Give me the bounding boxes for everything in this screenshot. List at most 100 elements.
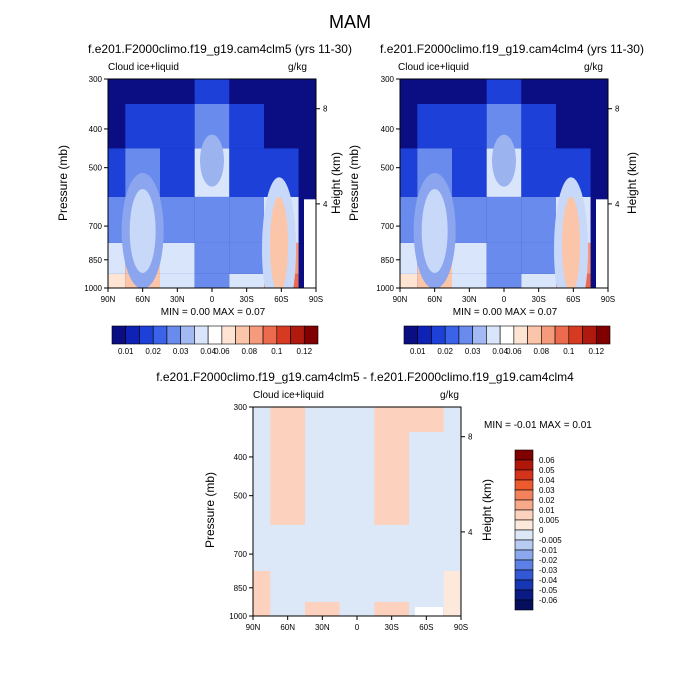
left-cell: [229, 148, 264, 197]
right-cell: [556, 79, 591, 104]
right-colorbar-label: 0.03: [465, 347, 481, 356]
left-colorbar-swatch: [303, 325, 319, 345]
right-cell: [486, 196, 522, 243]
diff-colorbar-swatch: [514, 539, 534, 551]
left-height-tick-label: 4: [323, 200, 328, 209]
diff-xtick-label: 30S: [385, 623, 399, 632]
diff-cell: [253, 524, 271, 571]
left-cell: [194, 79, 230, 104]
diff-colorbar-swatch: [514, 569, 534, 581]
right-cell: [590, 148, 608, 197]
diff-cell: [339, 601, 375, 616]
diff-colorbar-swatch: [514, 599, 534, 611]
right-panel-title: f.e201.F2000climo.f19_g19.cam4clm4 (yrs …: [380, 42, 644, 56]
left-cell: [229, 242, 264, 274]
diff-contour-plot: 1000 850 700 500 400 300 8 4 90N 60N 30N 0 30S 60S 90S: [229, 403, 473, 632]
diff-xtick-label: 60N: [280, 623, 295, 632]
left-cell: [160, 79, 195, 104]
diff-colorbar-swatch: [514, 459, 534, 471]
diff-colorbar-swatch: [514, 529, 534, 541]
right-minmax: MIN = 0.00 MAX = 0.07: [452, 307, 558, 318]
diff-colorbar-label: -0.02: [539, 556, 558, 565]
left-colorbar-label: 0.01: [118, 347, 134, 356]
diff-cell: [374, 431, 409, 477]
diff-cell: [409, 407, 444, 432]
right-cell: [400, 273, 418, 288]
left-colorbar-swatch: [180, 325, 195, 345]
right-colorbar-swatch: [527, 325, 542, 345]
diff-cell: [305, 476, 340, 525]
right-cell: [400, 79, 418, 104]
left-xtick-label: 30N: [170, 295, 185, 304]
right-cell: [400, 148, 418, 197]
left-cell: [229, 79, 264, 104]
left-ytick-label: 300: [89, 75, 103, 84]
diff-cell: [253, 601, 271, 616]
left-cell: [160, 273, 195, 288]
right-colorbar-swatch: [486, 325, 501, 345]
right-cell: [452, 273, 487, 288]
right-ytick-label: 300: [381, 75, 395, 84]
right-field: [400, 79, 608, 288]
diff-colorbar-label: 0.05: [539, 466, 555, 475]
diff-colorbar-swatch: [514, 579, 534, 591]
right-colorbar-swatch: [595, 325, 611, 345]
right-cell: [521, 148, 556, 197]
diff-cell: [305, 601, 340, 616]
right-height-tick-label: 8: [615, 105, 620, 114]
right-cell: [521, 196, 556, 243]
left-cell: [108, 196, 126, 243]
right-missing-region: [596, 199, 608, 288]
diff-colorbar-label: -0.05: [539, 586, 558, 595]
diff-cell: [339, 524, 375, 571]
right-colorbar-swatch: [541, 325, 556, 345]
right-ytick-label: 500: [381, 164, 395, 173]
left-colorbar-label: 0.03: [173, 347, 189, 356]
right-cell: [452, 242, 487, 274]
right-colorbar: 0.01 0.02 0.03 0.040.06 0.08 0.1 0.12: [403, 325, 611, 356]
left-colorbar-swatch: [152, 325, 168, 345]
right-ytick-label: 1000: [376, 284, 394, 293]
right-xtick-label: 30S: [532, 295, 546, 304]
right-cell: [400, 103, 418, 149]
diff-colorbar-swatch: [514, 469, 534, 481]
diff-cell: [339, 570, 375, 602]
right-colorbar-swatch: [417, 325, 432, 345]
left-ytick-label: 500: [89, 164, 103, 173]
diff-cell: [253, 431, 271, 477]
diff-colorbar-label: 0.02: [539, 496, 555, 505]
right-cell: [590, 103, 608, 149]
left-units: g/kg: [288, 62, 307, 73]
diff-ytick-label: 700: [234, 550, 248, 559]
diff-ytick-label: 500: [234, 492, 248, 501]
right-colorbar-swatch: [472, 325, 487, 345]
left-colorbar-label: 0.12: [296, 347, 312, 356]
right-cell: [590, 79, 608, 104]
left-xtick-label: 60S: [274, 295, 288, 304]
left-colorbar: 0.01 0.02 0.03 0.040.06 0.08 0.1 0.12: [111, 325, 319, 356]
left-colorbar-label: 0.04: [200, 347, 216, 356]
left-cell: [108, 148, 126, 197]
diff-colorbar-swatch: [514, 479, 534, 491]
diff-colorbar-label: 0.06: [539, 456, 555, 465]
diff-ytick-label: 400: [234, 453, 248, 462]
left-minmax: MIN = 0.00 MAX = 0.07: [160, 307, 266, 318]
diff-colorbar: 0.060.050.040.030.020.010.0050-0.005-0.0…: [514, 449, 562, 611]
left-cell: [160, 103, 195, 149]
left-colorbar-swatch: [194, 325, 209, 345]
right-cell: [400, 242, 418, 274]
left-xtick-label: 60N: [135, 295, 150, 304]
right-cell: [486, 79, 522, 104]
left-cell: [264, 103, 299, 149]
diff-cell: [443, 601, 461, 616]
left-cell: [229, 273, 264, 288]
left-cell: [298, 79, 316, 104]
left-cell: [125, 79, 160, 104]
diff-colorbar-swatch: [514, 509, 534, 521]
diff-cell: [305, 570, 340, 602]
diff-cell: [253, 570, 271, 602]
diff-colorbar-swatch: [514, 489, 534, 501]
diff-cell: [270, 570, 305, 602]
right-contour-plot: 1000 850 700 500 400 300 8 4 90N 60N 30N 0 30S 60S 90S: [376, 75, 620, 304]
right-cell: [417, 79, 452, 104]
